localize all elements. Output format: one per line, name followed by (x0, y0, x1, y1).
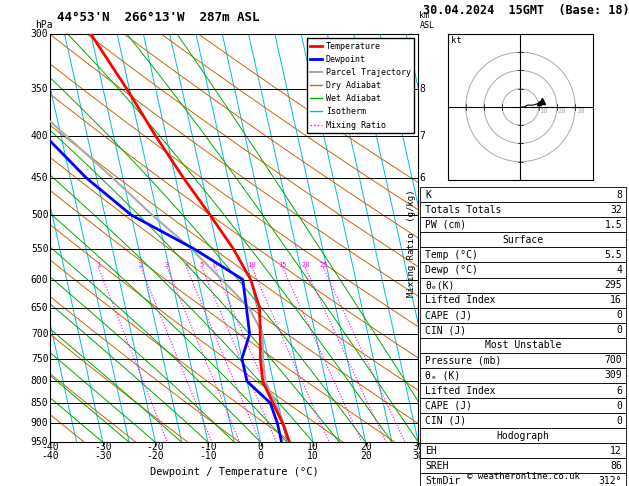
Text: 4: 4 (420, 275, 425, 284)
Text: 32: 32 (610, 205, 622, 215)
Text: 4: 4 (616, 265, 622, 275)
Text: Totals Totals: Totals Totals (425, 205, 501, 215)
Text: 5: 5 (199, 261, 204, 267)
Text: 1: 1 (96, 261, 101, 267)
Text: 5.5: 5.5 (604, 250, 622, 260)
Text: 700: 700 (604, 355, 622, 365)
Text: CAPE (J): CAPE (J) (425, 310, 472, 320)
Text: 2: 2 (139, 261, 143, 267)
Text: 8: 8 (616, 190, 622, 200)
Text: Most Unstable: Most Unstable (485, 340, 561, 350)
Text: 30: 30 (576, 108, 584, 114)
Text: 500: 500 (31, 210, 48, 220)
Text: 12: 12 (610, 446, 622, 456)
Legend: Temperature, Dewpoint, Parcel Trajectory, Dry Adiabat, Wet Adiabat, Isotherm, Mi: Temperature, Dewpoint, Parcel Trajectory… (306, 38, 414, 133)
Text: Mixing Ratio  (g/kg): Mixing Ratio (g/kg) (408, 189, 416, 297)
Text: CAPE (J): CAPE (J) (425, 400, 472, 411)
Text: 309: 309 (604, 370, 622, 381)
Text: 0: 0 (616, 310, 622, 320)
Text: 0: 0 (616, 325, 622, 335)
Text: 3: 3 (420, 329, 425, 339)
Text: 5: 5 (420, 210, 425, 220)
Text: kt: kt (451, 36, 462, 45)
X-axis label: Dewpoint / Temperature (°C): Dewpoint / Temperature (°C) (150, 467, 319, 477)
Text: 8: 8 (420, 84, 425, 94)
Text: 312°: 312° (599, 476, 622, 486)
Text: 20: 20 (558, 108, 566, 114)
Text: 10: 10 (540, 108, 548, 114)
Text: 10: 10 (308, 442, 319, 452)
Text: Dewp (°C): Dewp (°C) (425, 265, 478, 275)
Text: EH: EH (425, 446, 437, 456)
Text: 950: 950 (31, 437, 48, 447)
Text: 350: 350 (31, 84, 48, 94)
Text: Lifted Index: Lifted Index (425, 295, 496, 305)
Text: K: K (425, 190, 431, 200)
Text: 6: 6 (616, 385, 622, 396)
Text: 25: 25 (319, 261, 328, 267)
Text: 295: 295 (604, 280, 622, 290)
Text: 1.5: 1.5 (604, 220, 622, 230)
Text: Lifted Index: Lifted Index (425, 385, 496, 396)
Text: 400: 400 (31, 131, 48, 141)
Text: θₑ (K): θₑ (K) (425, 370, 460, 381)
Text: 3: 3 (165, 261, 169, 267)
Text: Pressure (mb): Pressure (mb) (425, 355, 501, 365)
Text: 850: 850 (31, 398, 48, 408)
Text: 0: 0 (616, 416, 622, 426)
Text: 7: 7 (420, 131, 425, 141)
Text: hPa: hPa (36, 20, 53, 30)
Text: Temp (°C): Temp (°C) (425, 250, 478, 260)
Text: PW (cm): PW (cm) (425, 220, 466, 230)
Text: 700: 700 (31, 329, 48, 339)
Text: StmDir: StmDir (425, 476, 460, 486)
Text: LCL: LCL (420, 438, 435, 447)
Text: 650: 650 (31, 303, 48, 313)
Text: Hodograph: Hodograph (496, 431, 550, 441)
Text: -30: -30 (94, 442, 112, 452)
Text: 4: 4 (184, 261, 189, 267)
Text: 15: 15 (279, 261, 287, 267)
Text: 44°53'N  266°13'W  287m ASL: 44°53'N 266°13'W 287m ASL (57, 11, 259, 24)
Text: -20: -20 (147, 442, 164, 452)
Text: 450: 450 (31, 173, 48, 183)
Text: 550: 550 (31, 243, 48, 254)
Text: 20: 20 (301, 261, 309, 267)
Text: 300: 300 (31, 29, 48, 39)
Text: 10: 10 (248, 261, 256, 267)
Text: © weatheronline.co.uk: © weatheronline.co.uk (467, 472, 579, 481)
Text: 6: 6 (420, 173, 425, 183)
Text: CIN (J): CIN (J) (425, 325, 466, 335)
Text: 30.04.2024  15GMT  (Base: 18): 30.04.2024 15GMT (Base: 18) (423, 4, 629, 17)
Text: 0: 0 (616, 400, 622, 411)
Text: 900: 900 (31, 418, 48, 428)
Text: 750: 750 (31, 353, 48, 364)
Text: 800: 800 (31, 376, 48, 386)
Text: 0: 0 (258, 442, 264, 452)
Text: SREH: SREH (425, 461, 448, 471)
Text: 20: 20 (360, 442, 372, 452)
Text: 6: 6 (213, 261, 217, 267)
Text: θₑ(K): θₑ(K) (425, 280, 455, 290)
Text: km
ASL: km ASL (420, 11, 435, 30)
Text: 86: 86 (610, 461, 622, 471)
Text: 30: 30 (413, 442, 424, 452)
Text: -10: -10 (199, 442, 217, 452)
Text: 16: 16 (610, 295, 622, 305)
Text: -40: -40 (42, 442, 59, 452)
Text: 600: 600 (31, 275, 48, 284)
Text: Surface: Surface (503, 235, 543, 245)
Text: CIN (J): CIN (J) (425, 416, 466, 426)
